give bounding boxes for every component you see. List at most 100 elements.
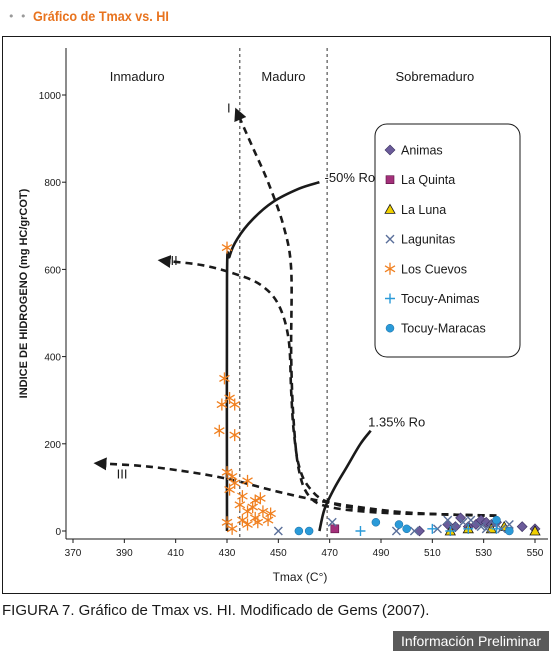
data-point <box>445 526 456 536</box>
legend-entry-label: La Quinta <box>401 173 455 187</box>
data-point <box>529 525 541 536</box>
data-point <box>247 501 259 514</box>
data-point <box>229 477 241 490</box>
data-point <box>504 519 514 529</box>
data-point <box>492 515 501 525</box>
data-point <box>249 494 261 507</box>
data-point <box>221 466 233 479</box>
data-point <box>229 398 241 411</box>
zone-label: Inmaduro <box>110 69 165 84</box>
annotation-label: 1.35% Ro <box>368 414 425 429</box>
data-point <box>394 520 404 529</box>
annotation-label: III <box>117 467 128 482</box>
data-point <box>427 523 438 534</box>
x-tick-label: 490 <box>373 548 390 559</box>
legend-entry-label: Tocuy-Maracas <box>401 322 486 336</box>
data-point <box>213 424 225 437</box>
data-point <box>221 241 233 254</box>
figure-caption: FIGURA 7. Gráfico de Tmax vs. HI. Modifi… <box>2 602 430 619</box>
annotation-label: -50% Ro <box>325 170 376 185</box>
data-point <box>262 514 274 527</box>
data-point <box>294 526 304 536</box>
x-tick-label: 510 <box>424 548 441 559</box>
data-point <box>237 514 248 527</box>
figure-header: • • Gráfico de Tmax vs. HI <box>8 6 184 26</box>
data-point <box>463 523 474 534</box>
data-point <box>505 526 514 536</box>
data-point <box>216 398 228 411</box>
data-point <box>242 505 253 518</box>
data-point <box>385 293 395 304</box>
y-tick-label: 200 <box>44 440 61 451</box>
data-point <box>273 526 283 536</box>
data-point <box>226 470 238 483</box>
kerogen-path-line <box>157 255 497 517</box>
data-point <box>252 516 264 529</box>
y-tick-label: 600 <box>44 265 61 276</box>
y-tick-label: 400 <box>44 353 61 364</box>
data-point <box>242 518 253 531</box>
data-point <box>327 517 337 527</box>
zone-label: Maduro <box>261 69 305 84</box>
data-point <box>455 512 466 524</box>
data-point <box>384 144 396 156</box>
data-point <box>234 498 246 511</box>
data-point <box>409 526 419 536</box>
data-point <box>371 518 381 527</box>
legend-entry-label: Tocuy-Animas <box>401 292 480 306</box>
data-point <box>249 511 261 524</box>
kerogen-path-line <box>93 457 497 517</box>
bullet-dots-icon: • • <box>8 9 28 23</box>
x-tick-label: 550 <box>527 548 544 559</box>
y-tick-label: 0 <box>55 527 61 538</box>
data-point <box>255 492 266 505</box>
iso-reflectance-line <box>318 429 372 532</box>
legend-entry-label: Animas <box>401 144 443 158</box>
data-point <box>385 175 395 184</box>
data-point <box>355 526 366 536</box>
data-point <box>414 525 425 537</box>
data-point <box>443 515 453 525</box>
data-point <box>237 490 248 503</box>
y-tick-label: 800 <box>44 178 61 189</box>
tmax-hi-chart: Inmaduro Maduro Sobremaduro 370 390 410 430 45… <box>18 48 548 584</box>
y-tick-label: 1000 <box>39 91 62 102</box>
x-tick-label: 390 <box>116 548 133 559</box>
data-point <box>402 524 411 534</box>
data-point <box>242 474 253 487</box>
legend-entry-label: Los Cuevos <box>401 262 467 276</box>
data-point <box>476 522 486 532</box>
data-point <box>219 372 230 385</box>
data-point <box>432 524 442 534</box>
data-point <box>385 323 395 333</box>
data-point <box>330 524 340 534</box>
data-point <box>385 234 395 244</box>
data-point <box>466 515 476 525</box>
annotation-label: II <box>171 253 178 268</box>
data-point <box>265 507 276 520</box>
data-point <box>226 522 238 535</box>
data-point <box>304 526 314 536</box>
preliminary-badge: Información Preliminar <box>392 631 549 651</box>
annotation-label: I <box>227 100 231 115</box>
data-point <box>497 524 507 534</box>
y-axis-label: INDICE DE HIDROGENO (mg HC/grCOT) <box>18 188 30 398</box>
figure-title: Gráfico de Tmax vs. HI <box>33 8 170 24</box>
x-tick-label: 470 <box>321 548 338 559</box>
data-point <box>458 517 468 527</box>
x-tick-label: 430 <box>219 548 236 559</box>
iso-reflectance-line <box>225 180 320 532</box>
data-point <box>257 505 269 518</box>
data-point <box>481 524 491 534</box>
x-tick-label: 450 <box>270 548 287 559</box>
x-tick-label: 370 <box>65 548 82 559</box>
zone-label: Sobremaduro <box>396 69 475 84</box>
x-axis-label: Tmax (C°) <box>273 570 328 584</box>
data-point <box>384 262 396 275</box>
x-tick-label: 410 <box>167 548 184 559</box>
data-point <box>229 429 241 442</box>
data-point <box>384 203 396 214</box>
x-tick-label: 530 <box>475 548 492 559</box>
kerogen-path-line <box>234 107 497 517</box>
data-point <box>491 523 502 534</box>
